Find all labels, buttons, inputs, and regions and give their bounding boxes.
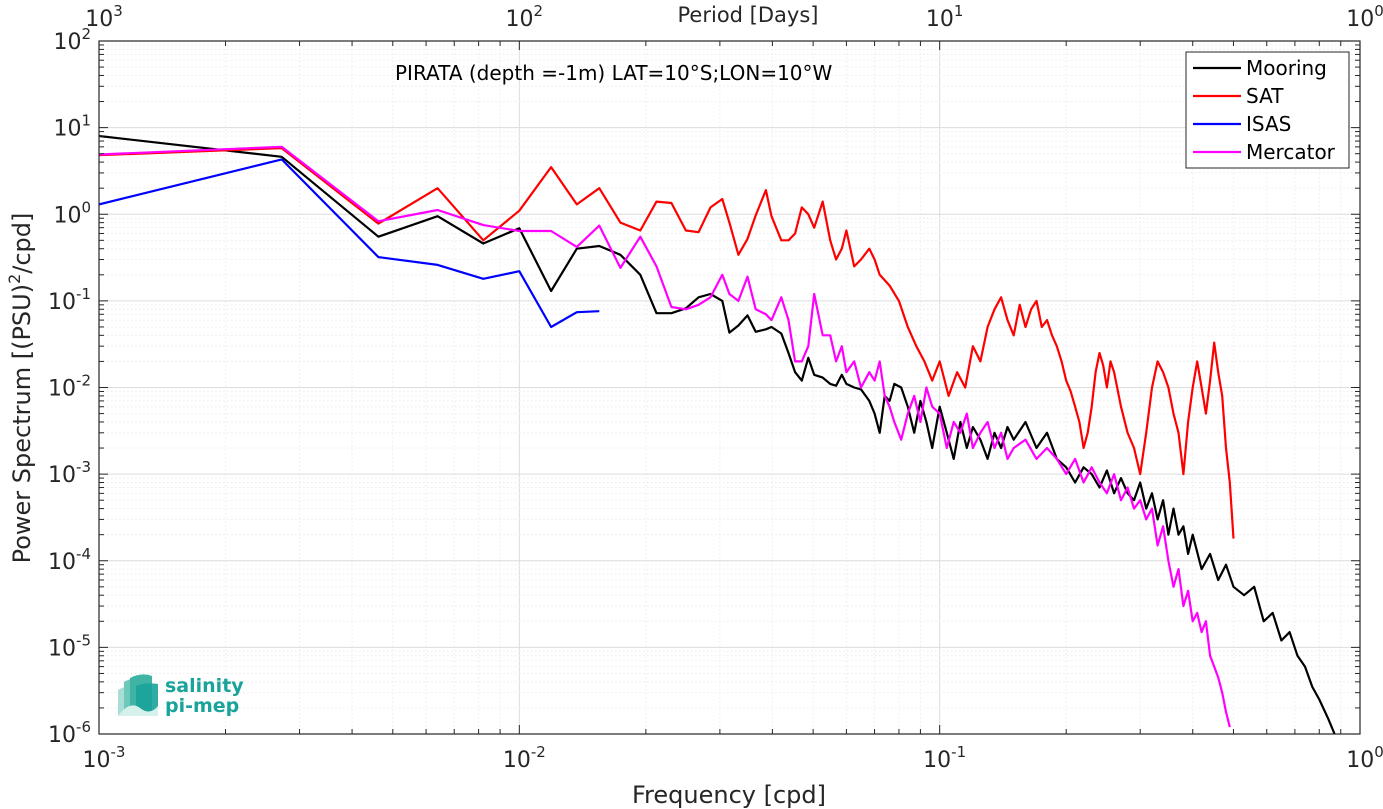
series-line-mooring bbox=[99, 134, 1336, 734]
y-tick-label: 101 bbox=[53, 112, 91, 142]
legend: Mooring SAT ISAS Mercator bbox=[1185, 51, 1350, 169]
x-axis-label: Frequency [cpd] bbox=[632, 781, 826, 809]
y-axis-label-main: Power Spectrum [(PSU) bbox=[8, 284, 36, 563]
top-tick-label: 100 bbox=[1346, 2, 1383, 32]
x-tick-label: 100 bbox=[1346, 743, 1383, 773]
y-tick-label: 10-1 bbox=[48, 285, 91, 315]
y-tick-label: 10-2 bbox=[48, 372, 91, 402]
chart-annotation: PIRATA (depth =-1m) LAT=10°S;LON=10°W bbox=[395, 61, 833, 85]
top-axis-label: Period [Days] bbox=[678, 3, 819, 27]
legend-label-isas: ISAS bbox=[1246, 112, 1291, 136]
y-tick-label: 10-4 bbox=[48, 545, 91, 575]
top-tick-label: 102 bbox=[506, 2, 544, 32]
y-tick-label: 102 bbox=[53, 25, 91, 55]
logo-line1: salinity bbox=[165, 675, 244, 697]
x-tick-label: 10-2 bbox=[503, 743, 546, 773]
y-tick-label: 100 bbox=[53, 198, 91, 228]
top-tick-label: 103 bbox=[85, 2, 123, 32]
y-axis-label-tail: /cpd] bbox=[8, 213, 36, 274]
legend-label-sat: SAT bbox=[1246, 84, 1284, 108]
tick-marks bbox=[98, 41, 1360, 735]
x-tick-label: 10-3 bbox=[83, 743, 126, 773]
x-tick-label: 10-1 bbox=[923, 743, 966, 773]
y-axis-label: Power Spectrum [(PSU)2/cpd] bbox=[5, 213, 36, 564]
series-group bbox=[99, 134, 1336, 734]
series-line-mercator bbox=[99, 145, 1231, 728]
y-tick-label: 10-6 bbox=[48, 718, 91, 748]
y-tick-label: 10-5 bbox=[48, 631, 91, 661]
logo-line2: pi-mep bbox=[165, 695, 239, 717]
salinity-pi-mep-logo: salinity pi-mep bbox=[118, 674, 244, 717]
series-line-sat bbox=[99, 147, 1235, 539]
logo-mark-icon bbox=[118, 674, 158, 716]
legend-label-mercator: Mercator bbox=[1246, 140, 1336, 164]
legend-label-mooring: Mooring bbox=[1246, 56, 1327, 80]
series-line-isas bbox=[99, 158, 600, 329]
legend-box bbox=[1185, 51, 1350, 169]
y-axis-label-exponent: 2 bbox=[5, 274, 24, 284]
y-tick-label: 10-3 bbox=[48, 458, 91, 488]
top-tick-label: 101 bbox=[926, 2, 964, 32]
